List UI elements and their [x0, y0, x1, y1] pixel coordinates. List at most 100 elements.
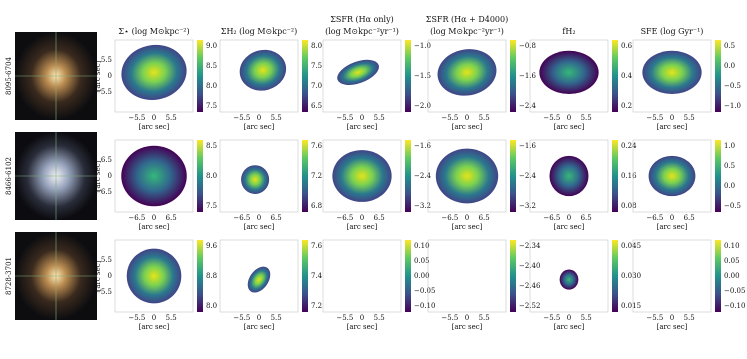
map	[549, 155, 589, 197]
panel-frame	[427, 239, 507, 313]
colorbar-tick-label: −1.6	[519, 142, 537, 150]
panel-frame	[322, 239, 402, 313]
colorbar-tick-label: −2.40	[519, 262, 540, 270]
x-tick-label: 0	[465, 314, 469, 322]
x-tick-label: −5.5	[233, 314, 250, 322]
x-tick-label: −6.5	[543, 214, 560, 222]
x-tick-label: −5.5	[441, 114, 458, 122]
colorbar	[612, 140, 618, 212]
colorbar-tick-label: 0.10	[414, 242, 430, 250]
x-tick-label: 0	[670, 114, 674, 122]
x-tick-label: −5.5	[336, 314, 353, 322]
x-tick-label: 5.5	[479, 314, 490, 322]
x-tick-label: 5.5	[166, 114, 177, 122]
x-tick-label: 0	[360, 114, 364, 122]
x-axis-label: [arc sec]	[347, 123, 378, 131]
x-axis-label: [arc sec]	[244, 123, 275, 131]
x-tick-label: 0	[567, 114, 571, 122]
colorbar-tick-label: 7.2	[311, 172, 322, 180]
column-title: ΣSFR (Hα + D4000)	[426, 15, 508, 24]
column-title: ΣSFR (Hα only)	[330, 15, 393, 24]
colorbar-tick-label: 7.6	[311, 142, 323, 150]
panel-frame	[219, 239, 299, 313]
colorbar-tick-label: 0.2	[621, 102, 632, 110]
x-tick-label: −5.5	[128, 114, 145, 122]
colorbar-tick-label: 7.5	[206, 102, 217, 110]
map	[239, 49, 287, 91]
x-tick-label: 5.5	[479, 114, 490, 122]
colorbar-tick-label: 7.2	[311, 302, 322, 310]
map	[241, 165, 270, 195]
map	[121, 44, 187, 100]
x-tick-label: 5.5	[374, 314, 385, 322]
x-axis-label: [arc sec]	[554, 123, 585, 131]
x-tick-label: 0	[360, 214, 364, 222]
panel-frame	[322, 39, 402, 113]
column-title: ΣH₂ (log M⊙kpc⁻²)	[221, 27, 297, 36]
x-tick-label: 6.5	[684, 214, 695, 222]
x-axis-label: [arc sec]	[347, 323, 378, 331]
colorbar-tick-label: 0.4	[621, 72, 633, 80]
panel-frame	[529, 139, 609, 213]
colorbar-tick-label: −2.52	[519, 302, 540, 310]
x-tick-label: 0	[465, 114, 469, 122]
row-label: 8728-3701	[5, 257, 13, 295]
map	[648, 155, 696, 197]
map	[435, 148, 499, 204]
x-tick-label: 5.5	[271, 114, 282, 122]
colorbar-tick-label: −1.0	[724, 102, 741, 110]
x-tick-label: 0	[152, 114, 156, 122]
x-tick-label: −5.5	[336, 114, 353, 122]
colorbar-tick-label: 7.6	[311, 242, 323, 250]
colorbar	[715, 140, 721, 212]
colorbar	[302, 40, 308, 112]
colorbar	[405, 240, 411, 312]
colorbar-tick-label: 8.0	[206, 172, 217, 180]
colorbar	[612, 240, 618, 312]
x-tick-label: −5.5	[543, 114, 560, 122]
y-tick-label: 0	[108, 272, 112, 280]
colorbar	[302, 140, 308, 212]
column-title: SFE (log Gyr⁻¹)	[641, 27, 704, 36]
colorbar	[715, 240, 721, 312]
map	[126, 248, 182, 304]
x-tick-label: −5.5	[543, 314, 560, 322]
colorbar-tick-label: 0.015	[621, 302, 641, 310]
colorbar-tick-label: 0.6	[621, 42, 633, 50]
panel-frame	[322, 139, 402, 213]
panel-frame	[427, 39, 507, 113]
colorbar-tick-label: −1.6	[414, 142, 432, 150]
y-axis-label: [arc sec]	[94, 60, 102, 91]
map	[332, 150, 392, 202]
colorbar-tick-label: 0.0	[724, 62, 735, 70]
x-axis-label: [arc sec]	[347, 223, 378, 231]
x-tick-label: 0	[152, 314, 156, 322]
map	[539, 50, 599, 94]
colorbar-tick-label: −2.4	[414, 172, 432, 180]
x-tick-label: 0	[257, 314, 261, 322]
colorbar-tick-label: 0.16	[621, 172, 637, 180]
column-title: fH₂	[562, 27, 575, 36]
colorbar	[612, 40, 618, 112]
x-axis-label: [arc sec]	[244, 223, 275, 231]
panel-frame	[632, 39, 712, 113]
colorbar-tick-label: 8.8	[206, 272, 217, 280]
colorbar-tick-label: −3.2	[519, 202, 536, 210]
colorbar	[405, 40, 411, 112]
x-tick-label: 6.5	[374, 214, 385, 222]
x-tick-label: 0	[152, 214, 156, 222]
row-label: 8466-6102	[5, 157, 13, 195]
y-tick-label: −5.5	[95, 288, 112, 296]
x-axis-label: [arc sec]	[657, 323, 688, 331]
x-tick-label: −6.5	[233, 214, 250, 222]
colorbar-tick-label: −1.6	[519, 72, 537, 80]
colorbar-tick-label: 7.0	[311, 82, 322, 90]
y-axis-label: [arc sec]	[94, 160, 102, 191]
colorbar	[715, 40, 721, 112]
x-tick-label: 5.5	[684, 314, 695, 322]
column-title: (log M⊙kpc⁻²yr⁻¹)	[325, 27, 399, 36]
panel-frame	[529, 239, 609, 313]
column-title: Σ⋆ (log M⊙kpc⁻²)	[118, 27, 189, 36]
y-tick-label: 5.5	[101, 56, 112, 64]
panel-frame	[114, 39, 194, 113]
